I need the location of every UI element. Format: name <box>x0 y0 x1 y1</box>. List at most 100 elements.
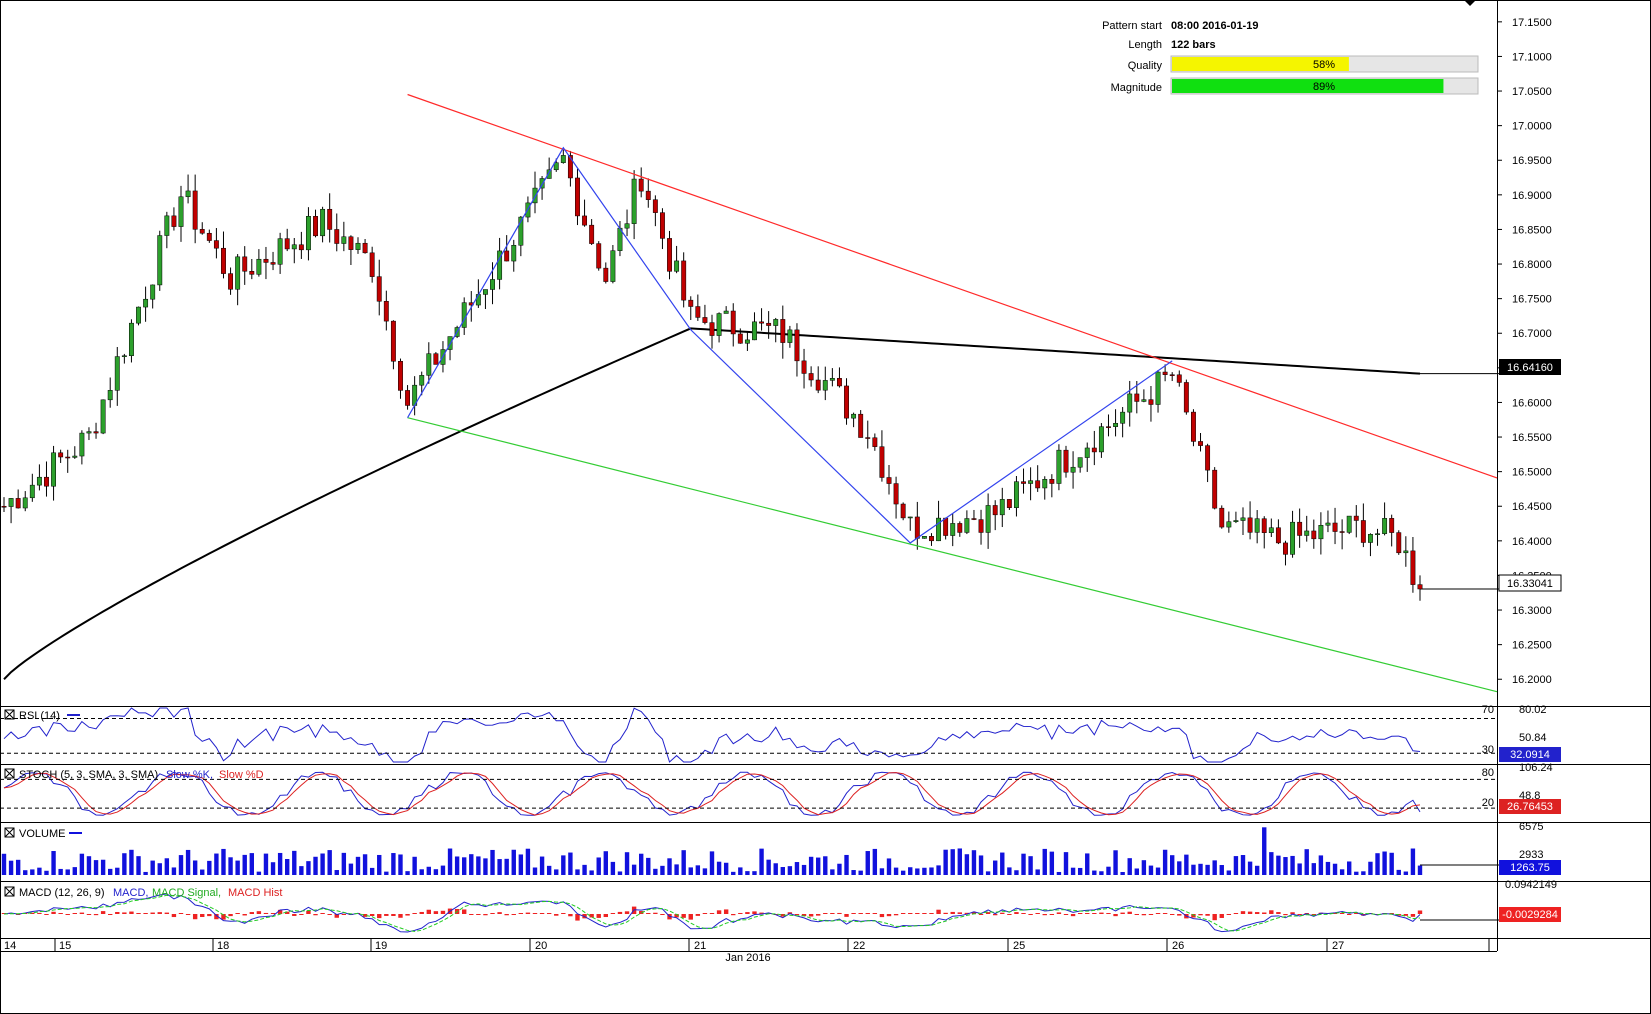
candle-body <box>709 322 715 336</box>
stoch-value-label: 26.76453 <box>1507 801 1553 813</box>
candle-body <box>964 518 970 533</box>
macd-hist-bar <box>398 914 403 918</box>
candle-body <box>759 321 765 324</box>
rsi-line <box>3 707 1421 763</box>
rsi-close-x <box>4 709 15 720</box>
price-tick-label: 16.4500 <box>1512 501 1552 513</box>
price-tick-label: 16.5500 <box>1512 432 1552 444</box>
volume-bar <box>794 862 800 875</box>
macd-hist-bar <box>115 911 120 914</box>
volume-close-icon[interactable] <box>4 827 15 838</box>
volume-bar <box>837 863 842 875</box>
macd-hist-bar <box>830 913 835 914</box>
volume-bar <box>1085 853 1090 875</box>
candle-body <box>1332 522 1338 532</box>
rsi-value-label: 32.0914 <box>1510 749 1550 761</box>
candle-body <box>1183 382 1189 413</box>
volume-bar <box>518 854 524 875</box>
volume-bar <box>334 870 339 875</box>
volume-bar <box>93 860 99 875</box>
candle-body <box>79 432 85 457</box>
macd-close-icon[interactable] <box>4 886 15 897</box>
macd-hist-bar <box>1262 912 1267 914</box>
candle-body <box>150 284 156 300</box>
rsi-close-icon[interactable] <box>4 709 15 720</box>
candle-body <box>1417 584 1423 590</box>
last-price-box <box>1498 574 1562 592</box>
volume-bar <box>391 853 396 875</box>
volume-bar <box>242 854 247 875</box>
macd-hist-bar <box>731 914 736 916</box>
volume-bar <box>1205 864 1210 875</box>
candle-body <box>560 155 566 163</box>
volume-bar <box>886 858 892 875</box>
x-month-label: Jan 2016 <box>725 952 770 964</box>
volume-bar <box>1021 853 1026 875</box>
candle-body <box>645 190 651 200</box>
volume-bar <box>816 857 821 875</box>
volume-bar <box>731 871 736 875</box>
candle-body <box>185 190 191 198</box>
candle-body <box>504 250 510 262</box>
price-tick-label: 17.1000 <box>1512 51 1552 63</box>
candle-body <box>624 223 630 229</box>
volume-bar <box>122 853 127 875</box>
volume-bar <box>207 860 212 875</box>
macd-hist-bar <box>108 914 113 915</box>
pattern-zigzag <box>407 146 1173 544</box>
candle-body <box>929 536 934 542</box>
volume-bar <box>100 859 106 875</box>
stoch-title: STOCH (5, 3, SMA, 3, SMA) <box>19 769 158 781</box>
volume-bar <box>270 862 276 875</box>
volume-bar <box>299 866 304 875</box>
macd-hist-bar <box>1170 914 1175 915</box>
volume-panel: VOLUME 6575 2933 1263.75 <box>1 821 1561 875</box>
magnitude-value: 89% <box>1313 81 1335 93</box>
macd-hist-bar <box>589 914 594 918</box>
macd-hist-bar <box>221 914 226 920</box>
macd-hist-bar <box>908 913 913 914</box>
chart-menu-icon[interactable] <box>1464 0 1476 6</box>
volume-bar <box>1219 865 1224 875</box>
volume-bar <box>639 853 644 875</box>
candle-body <box>1098 426 1104 453</box>
macd-hist-bar <box>844 914 849 917</box>
macd-hist-bar <box>150 912 155 914</box>
volume-bar <box>1184 854 1189 875</box>
macd-hist-bar <box>1276 912 1281 914</box>
candle-body <box>376 276 382 302</box>
volume-bar <box>150 860 155 875</box>
volume-bar <box>1014 870 1019 875</box>
candle-body <box>829 378 835 381</box>
magnitude-bar-fill <box>1172 79 1444 93</box>
macd-hist-bar <box>879 914 885 918</box>
volume-bar <box>277 852 283 875</box>
volume-bar <box>454 856 460 875</box>
volume-bar <box>313 856 318 875</box>
candle-body <box>192 190 198 230</box>
candle-body <box>858 413 864 438</box>
macd-hist-bar <box>1077 913 1083 914</box>
volume-bar <box>1092 870 1097 875</box>
volume-bar <box>1339 869 1345 875</box>
macd-hist-bar <box>1269 910 1274 914</box>
volume-bar <box>879 868 885 875</box>
macd-hist-bar <box>306 910 311 914</box>
volume-bar <box>681 850 686 875</box>
candle-body <box>136 306 141 324</box>
candle-body <box>8 498 14 507</box>
volume-bar <box>1325 861 1331 875</box>
macd-hist-bar <box>1191 914 1196 918</box>
macd-hist-bar <box>971 911 977 914</box>
stoch-k-line <box>3 771 1421 816</box>
candle-body <box>744 339 750 344</box>
candle-body <box>567 155 573 179</box>
candle-body <box>1084 447 1090 458</box>
candle-body <box>1240 517 1246 521</box>
volume-bar <box>469 854 474 875</box>
macd-hist-bar <box>384 914 389 916</box>
stoch-close-icon[interactable] <box>4 768 15 779</box>
volume-bar <box>738 867 743 875</box>
candle-body <box>1360 520 1366 543</box>
